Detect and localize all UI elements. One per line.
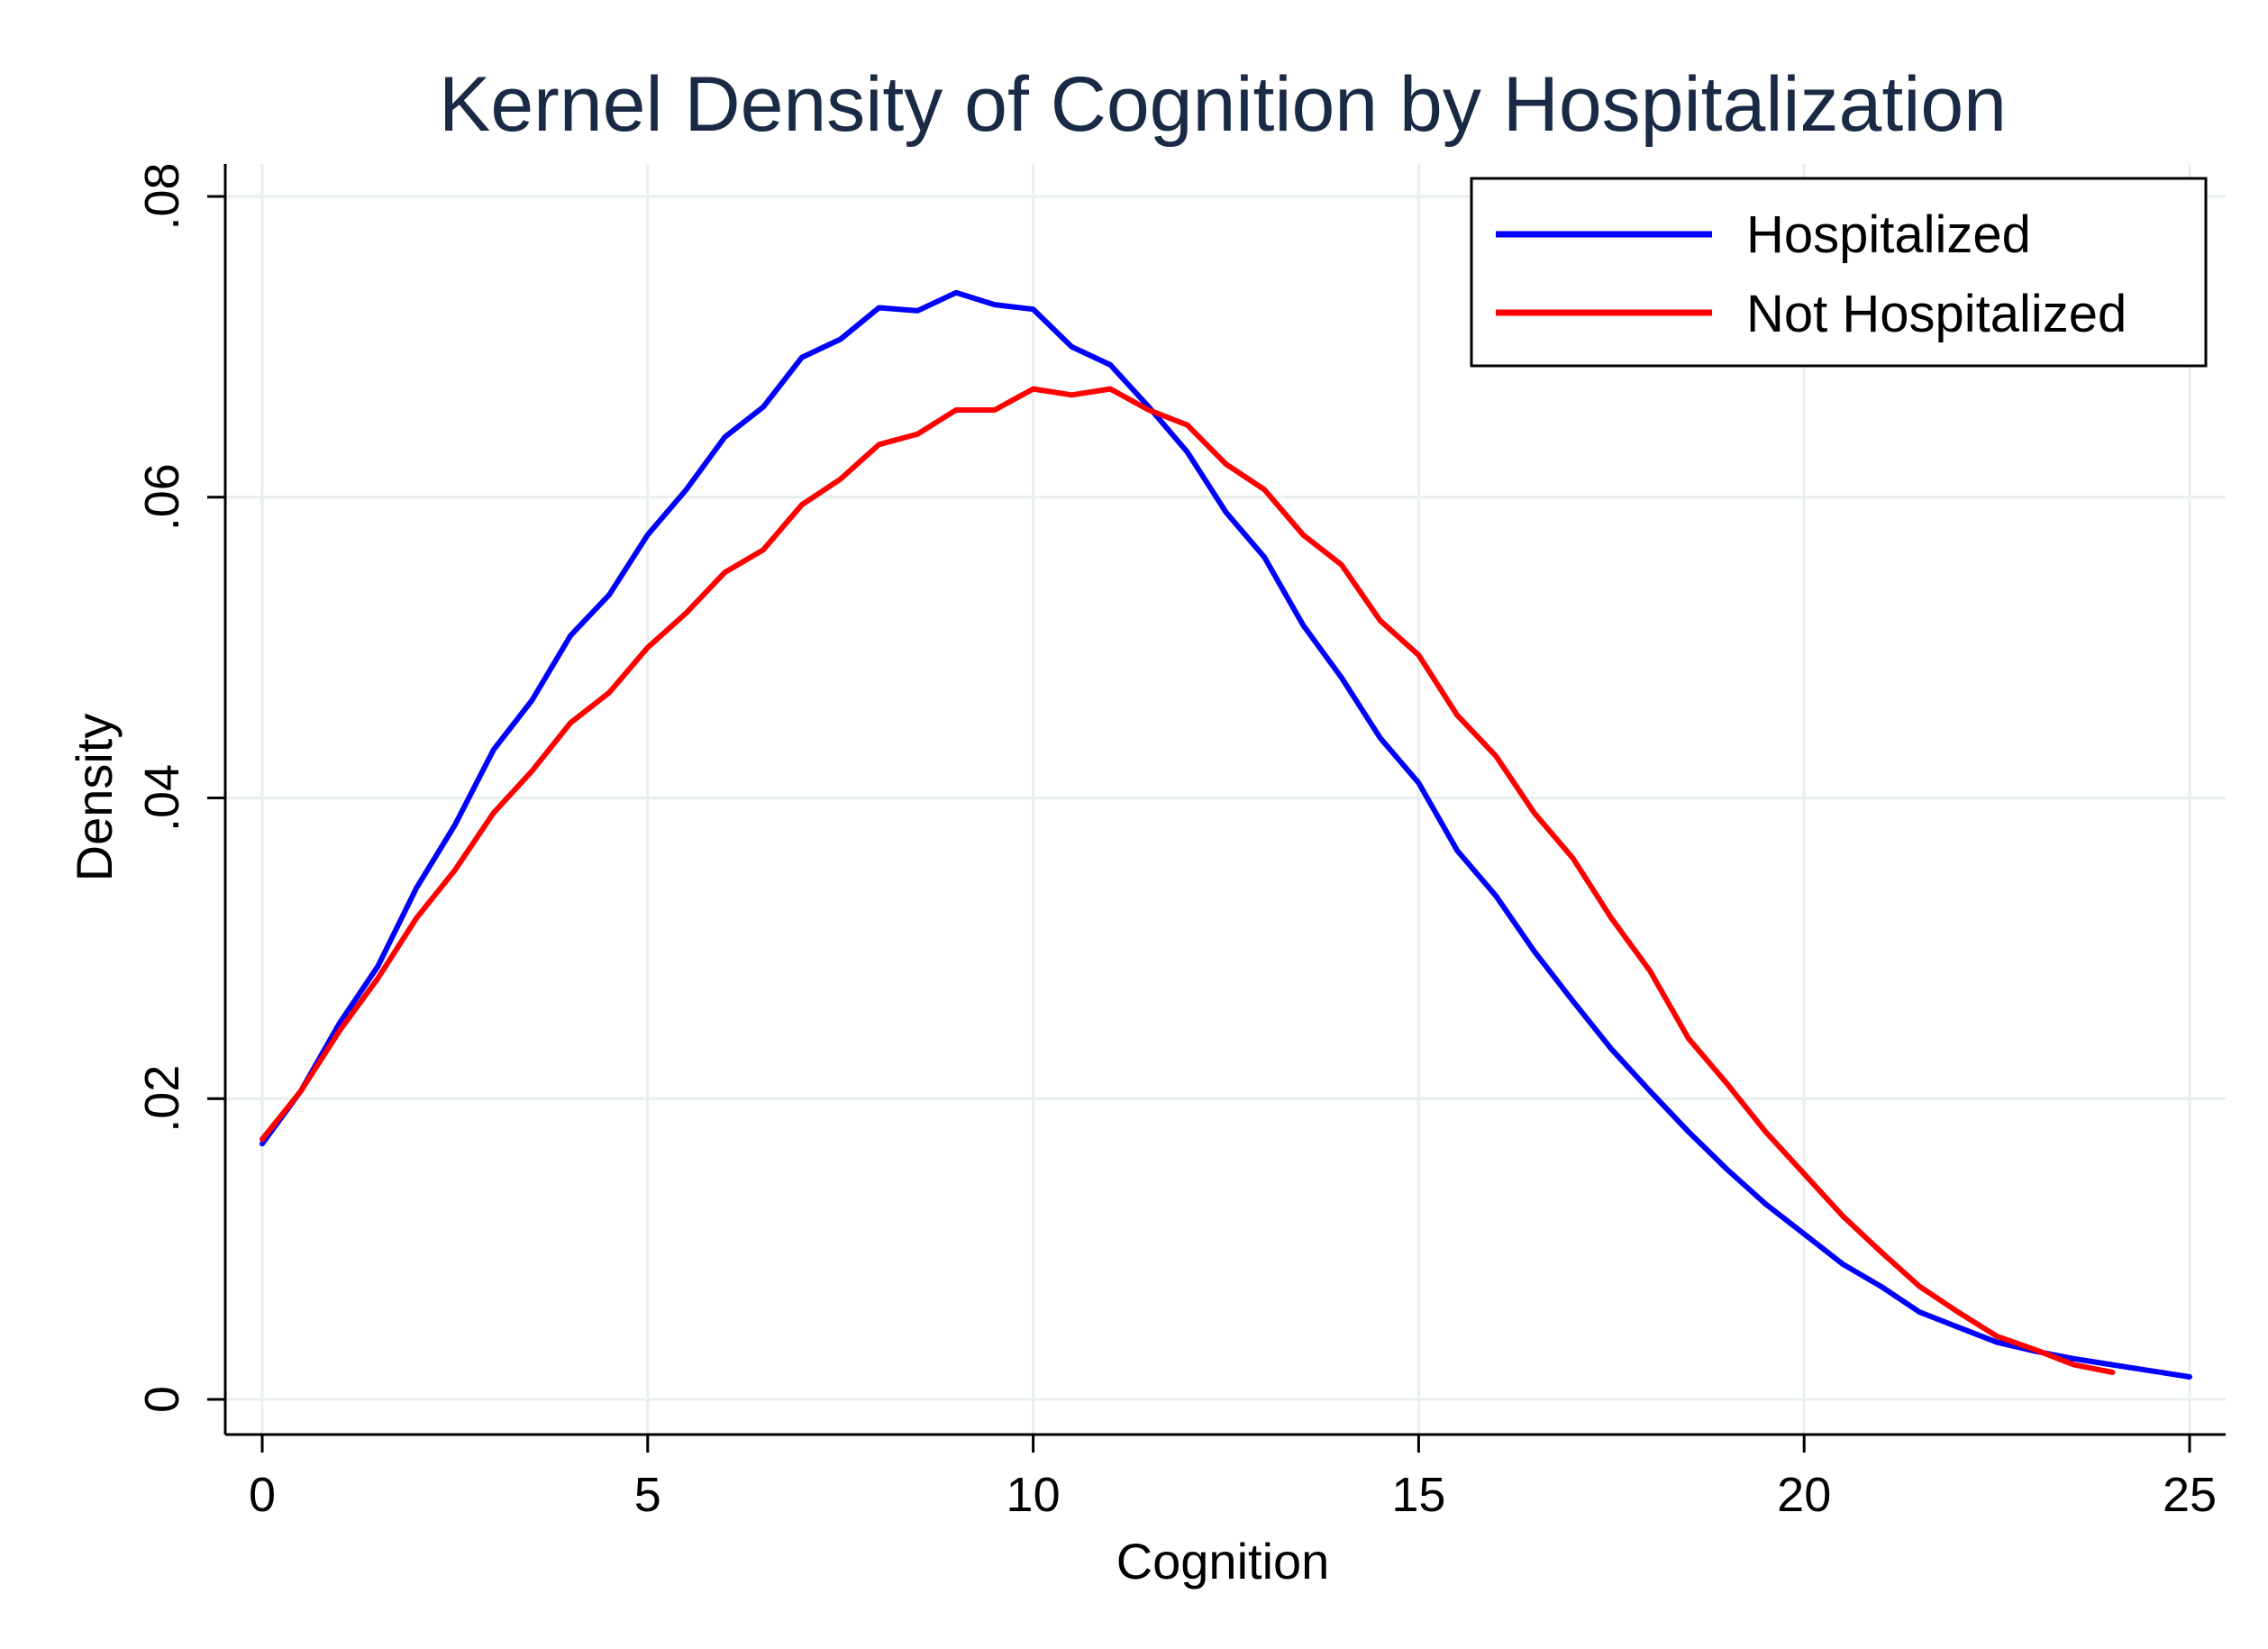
x-tick-label-4: 20 [1777, 1468, 1831, 1522]
x-tick-label-0: 0 [249, 1468, 276, 1522]
y-tick-label-3: .06 [135, 463, 189, 531]
legend-label-not-hospitalized: Not Hospitalized [1746, 285, 2127, 343]
axes: 0 5 10 15 20 25 0 .02 .04 .06 .08 [135, 162, 2226, 1522]
x-axis-label: Cognition [1116, 1533, 1330, 1590]
x-tick-label-3: 15 [1391, 1468, 1445, 1522]
legend-box [1470, 177, 2208, 368]
legend: Hospitalized Not Hospitalized [1470, 177, 2208, 368]
x-tick-label-2: 10 [1006, 1468, 1061, 1522]
legend-label-hospitalized: Hospitalized [1746, 205, 2031, 264]
chart-title: Kernel Density of Cognition by Hospitali… [439, 61, 2007, 148]
series-line-not-hospitalized [260, 386, 2116, 1375]
y-tick-label-2: .04 [135, 764, 189, 832]
y-tick-label-1: .02 [135, 1065, 189, 1133]
x-tick-label-1: 5 [634, 1468, 661, 1522]
series-lines [260, 289, 2192, 1380]
y-tick-label-0: 0 [135, 1386, 189, 1413]
y-tick-label-4: .08 [135, 162, 189, 230]
series-line-hospitalized [260, 289, 2192, 1380]
y-axis-label: Density [66, 714, 123, 882]
x-tick-label-5: 25 [2163, 1468, 2217, 1522]
